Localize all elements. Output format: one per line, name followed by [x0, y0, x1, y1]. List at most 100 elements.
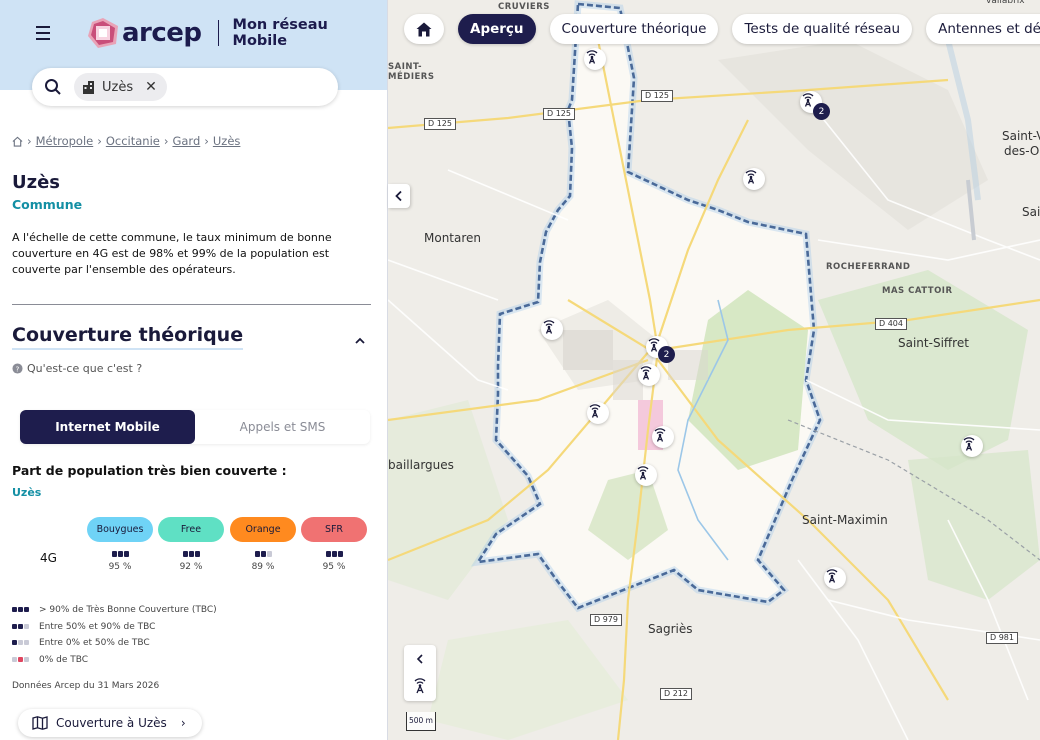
collapse-sidebar-button[interactable]	[388, 184, 410, 208]
coverage-dot	[117, 551, 123, 557]
coverage-level-indicator	[230, 551, 296, 559]
coverage-dot	[266, 551, 272, 557]
legend-dots	[12, 640, 32, 646]
map-label: baillargues	[388, 458, 454, 472]
map[interactable]: CRUVIERS SAINT- MÉDIERS Montaren ROCHEFE…	[388, 0, 1040, 740]
operator-badge-orange: Orange	[230, 517, 296, 542]
coverage-cell-orange: 89 %	[230, 551, 296, 572]
map-label: MAS CATTOIR	[882, 286, 953, 296]
map-nav: Aperçu Couverture théorique Tests de qua…	[404, 14, 1040, 44]
technology-label: 4G	[40, 551, 57, 565]
operator-badge-sfr: SFR	[301, 517, 367, 542]
coverage-map-button-label: Couverture à Uzès	[56, 716, 167, 730]
legend-label: Entre 50% et 90% de TBC	[39, 621, 156, 632]
population-title: Part de population très bien couverte :	[12, 463, 287, 478]
menu-icon[interactable]	[36, 22, 62, 44]
coverage-map-button[interactable]: Couverture à Uzès ›	[18, 709, 202, 737]
whatis-label: Qu'est-ce que c'est ?	[27, 362, 143, 375]
search-chip[interactable]: Uzès ✕	[74, 73, 167, 101]
antenna-icon[interactable]	[584, 48, 606, 70]
antenna-icon[interactable]	[638, 364, 660, 386]
breadcrumb-link-metropole[interactable]: Métropole	[35, 134, 94, 148]
city-icon	[83, 81, 94, 94]
coverage-dot	[254, 551, 260, 557]
coverage-level-indicator	[87, 551, 153, 559]
tab-apercu[interactable]: Aperçu	[458, 14, 536, 44]
tab-couverture-theorique[interactable]: Couverture théorique	[549, 14, 719, 44]
coverage-cell-sfr: 95 %	[301, 551, 367, 572]
coverage-dot	[111, 551, 117, 557]
coverage-level-indicator	[301, 551, 367, 559]
road-label: D 125	[543, 108, 575, 120]
help-icon: ?	[12, 363, 23, 374]
breadcrumb-link-gard[interactable]: Gard	[172, 134, 201, 148]
breadcrumb-sep: ›	[204, 134, 209, 148]
breadcrumb-link-occitanie[interactable]: Occitanie	[105, 134, 160, 148]
breadcrumb-sep: ›	[27, 134, 32, 148]
map-label: Saint-Siffret	[898, 336, 969, 350]
coverage-cell-bouygues: 95 %	[87, 551, 153, 572]
antenna-icon[interactable]	[743, 168, 765, 190]
commune-type: Commune	[12, 197, 83, 212]
legend-item: Entre 0% et 50% de TBC	[12, 635, 217, 652]
coverage-percent: 95 %	[322, 562, 346, 572]
tab-antennes[interactable]: Antennes et déploie	[926, 14, 1040, 44]
map-label: vallabrix	[986, 0, 1025, 6]
map-layer-control[interactable]	[404, 645, 436, 701]
search-icon[interactable]	[44, 78, 62, 96]
data-date: Données Arcep du 31 Mars 2026	[12, 681, 160, 691]
operator-badge-free: Free	[158, 517, 224, 542]
coverage-legend: > 90% de Très Bonne Couverture (TBC) Ent…	[12, 602, 217, 668]
breadcrumb-sep: ›	[97, 134, 102, 148]
chevron-left-icon[interactable]	[404, 645, 436, 673]
coverage-dot	[325, 551, 331, 557]
whatis-link[interactable]: ? Qu'est-ce que c'est ?	[12, 362, 142, 375]
legend-label: > 90% de Très Bonne Couverture (TBC)	[39, 605, 217, 616]
map-label: MÉDIERS	[388, 72, 435, 82]
map-label: SAINT-	[388, 62, 423, 72]
tab-tests-qualite[interactable]: Tests de qualité réseau	[732, 14, 913, 44]
coverage-percent: 89 %	[251, 562, 275, 572]
chevron-left-icon	[395, 190, 402, 202]
search-chip-label: Uzès	[102, 79, 134, 95]
arcep-logo[interactable]: arcep Mon réseau Mobile	[86, 16, 387, 50]
coverage-dot	[182, 551, 188, 557]
network-toggle: Internet Mobile Appels et SMS	[20, 410, 370, 444]
home-icon[interactable]	[12, 136, 23, 147]
divider	[12, 304, 371, 305]
chevron-right-icon: ›	[180, 716, 186, 730]
map-label: Sagriès	[648, 622, 693, 636]
app-name: Mon réseau Mobile	[232, 17, 328, 49]
road-label: D 979	[590, 614, 622, 626]
antenna-icon[interactable]	[587, 402, 609, 424]
logo-text: arcep	[122, 18, 202, 48]
search-box[interactable]: Uzès ✕	[32, 68, 338, 106]
map-scale: 500 m	[406, 712, 436, 731]
map-canvas	[388, 0, 1040, 740]
tab-calls-sms[interactable]: Appels et SMS	[239, 420, 326, 434]
antenna-icon[interactable]	[652, 426, 674, 448]
tab-internet-mobile[interactable]: Internet Mobile	[20, 410, 195, 444]
map-label: Saint-V	[1002, 129, 1040, 143]
antenna-icon[interactable]	[961, 435, 983, 457]
antenna-icon[interactable]	[404, 673, 436, 701]
page-title: Uzès	[12, 172, 61, 193]
home-button[interactable]	[404, 14, 444, 44]
close-icon[interactable]: ✕	[145, 79, 157, 95]
map-label: Sai	[1022, 205, 1040, 219]
breadcrumb-link-uzes[interactable]: Uzès	[212, 134, 241, 148]
antenna-icon[interactable]	[541, 318, 563, 340]
road-label: D 981	[986, 632, 1018, 644]
breadcrumb-sep: ›	[163, 134, 169, 148]
antenna-icon[interactable]	[824, 567, 846, 589]
legend-item: Entre 50% et 90% de TBC	[12, 619, 217, 636]
road-label: D 404	[875, 318, 907, 330]
legend-dots	[12, 607, 32, 613]
antenna-count-badge: 2	[813, 103, 830, 120]
chevron-up-icon[interactable]	[352, 333, 368, 349]
map-label: Saint-Maximin	[802, 513, 888, 527]
legend-item: > 90% de Très Bonne Couverture (TBC)	[12, 602, 217, 619]
coverage-level-indicator	[158, 551, 224, 559]
antenna-icon[interactable]	[635, 464, 657, 486]
breadcrumb: › Métropole › Occitanie › Gard › Uzès	[12, 134, 240, 148]
